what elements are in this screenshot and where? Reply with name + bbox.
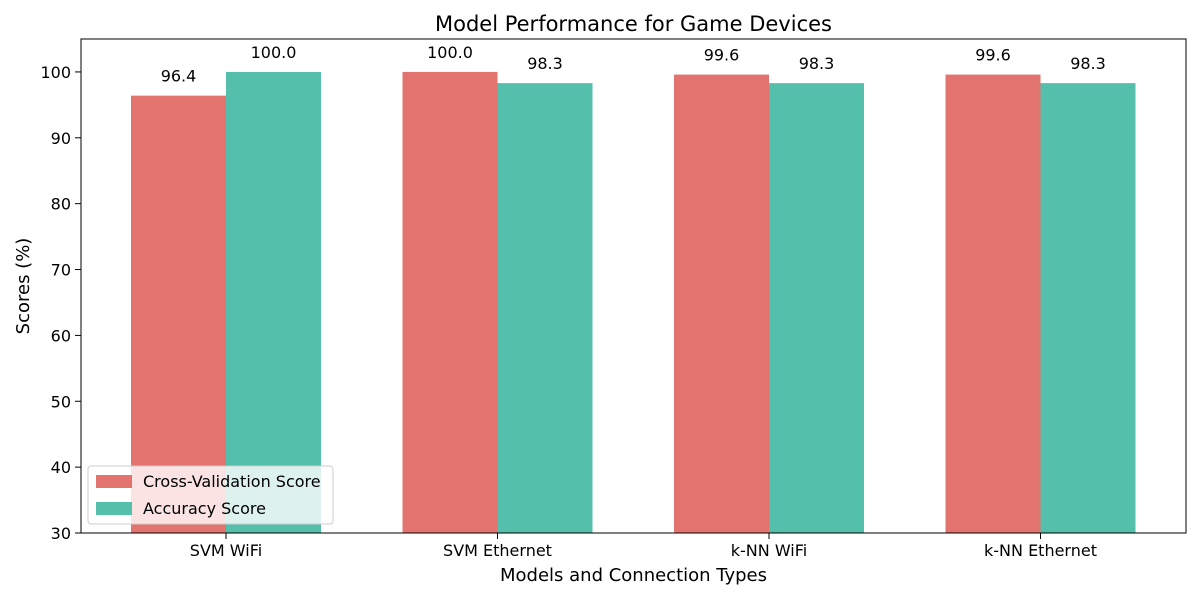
data-label-cross-validation-3: 99.6	[975, 46, 1011, 65]
legend-label-cross-validation: Cross-Validation Score	[143, 472, 321, 491]
data-label-accuracy-1: 98.3	[527, 54, 563, 73]
x-axis-ticks: SVM WiFi SVM Ethernet k-NN WiFi k-NN Ethern…	[190, 533, 1097, 560]
bar-cross-validation-3	[945, 74, 1041, 534]
legend-swatch-cross-validation	[96, 475, 132, 488]
y-tick-label: 90	[51, 129, 71, 148]
data-label-accuracy-3: 98.3	[1070, 54, 1106, 73]
legend: Cross-Validation Score Accuracy Score	[87, 465, 334, 525]
bar-cross-validation-0	[131, 95, 226, 534]
data-label-bg	[1064, 53, 1112, 76]
bar-cross-validation-2	[674, 74, 769, 534]
x-tick-label: SVM WiFi	[190, 541, 262, 560]
y-axis-label: Scores (%)	[13, 238, 34, 335]
legend-label-accuracy: Accuracy Score	[143, 499, 266, 518]
bar-accuracy-2	[769, 83, 864, 533]
bar-accuracy-3	[1040, 83, 1136, 533]
data-label-cross-validation-1: 100.0	[427, 43, 473, 62]
data-label-bg	[154, 65, 203, 88]
data-label-cross-validation-0: 96.4	[161, 67, 197, 86]
bar-accuracy-0	[226, 71, 321, 533]
x-axis-label: Models and Connection Types	[500, 565, 767, 586]
data-label-bg	[697, 44, 746, 67]
data-label-bg	[249, 41, 298, 64]
data-label-cross-validation-2: 99.6	[704, 46, 740, 65]
x-tick-label: k-NN Ethernet	[984, 541, 1097, 560]
data-label-accuracy-0: 100.0	[251, 43, 297, 62]
legend-box	[87, 465, 334, 525]
data-labels-group: 96.4 100.0 100.0 98.3 99.6 98.3 99.6 98.3	[154, 41, 1112, 88]
plot-frame	[80, 38, 1187, 534]
y-tick-label: 50	[51, 392, 71, 411]
bar-accuracy-1	[497, 83, 593, 533]
bar-cross-validation-1	[402, 71, 498, 533]
x-tick-label: SVM Ethernet	[443, 541, 552, 560]
data-label-accuracy-2: 98.3	[799, 54, 835, 73]
x-tick-label: k-NN WiFi	[731, 541, 807, 560]
y-axis-ticks: 30 40 50 60 70 80 90 100	[40, 63, 81, 543]
y-tick-label: 70	[51, 261, 71, 280]
data-label-bg	[792, 53, 841, 76]
y-tick-label: 80	[51, 195, 71, 214]
y-tick-label: 40	[51, 458, 71, 477]
y-tick-label: 30	[51, 524, 71, 543]
y-tick-label: 60	[51, 326, 71, 345]
legend-swatch-accuracy	[96, 502, 132, 515]
y-tick-label: 100	[40, 63, 71, 82]
chart-title: Model Performance for Game Devices	[435, 12, 832, 36]
data-label-bg	[521, 53, 569, 76]
bars-group	[131, 71, 1136, 534]
data-label-bg	[969, 44, 1017, 67]
data-label-bg	[426, 41, 474, 64]
